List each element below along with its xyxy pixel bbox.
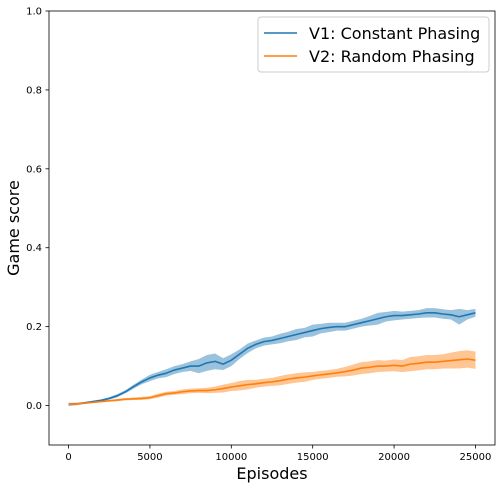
legend-entry-v2: V2: Random Phasing — [309, 47, 475, 66]
y-axis-label: Game score — [4, 180, 23, 276]
x-tick-label: 10000 — [215, 452, 247, 463]
x-tick-label: 5000 — [137, 452, 162, 463]
series-band-2 — [68, 350, 476, 406]
x-tick-label: 25000 — [460, 452, 492, 463]
series-line-1 — [68, 312, 476, 406]
legend-box — [257, 16, 490, 73]
plot-frame — [48, 10, 496, 446]
y-tick-label: 0.6 — [26, 164, 42, 175]
y-axis-ticks: 0.0 0.2 0.4 0.6 0.8 1.0 — [26, 7, 49, 412]
legend-entry-v1: V1: Constant Phasing — [309, 24, 480, 43]
x-tick-label: 15000 — [297, 452, 329, 463]
y-tick-label: 0.2 — [26, 322, 42, 333]
series-line-2 — [68, 358, 476, 406]
x-tick-label: 0 — [65, 452, 71, 463]
y-tick-label: 0.8 — [26, 85, 42, 96]
y-tick-label: 1.0 — [26, 7, 42, 18]
y-tick-label: 0.0 — [26, 401, 42, 412]
series-lines — [68, 312, 476, 406]
x-axis-ticks: 0 5000 10000 15000 20000 25000 — [65, 445, 491, 463]
y-tick-label: 0.4 — [26, 243, 42, 254]
confidence-bands — [68, 308, 476, 406]
x-tick-label: 20000 — [378, 452, 410, 463]
legend: V1: Constant Phasing V2: Random Phasing — [257, 16, 490, 73]
x-axis-label: Episodes — [236, 464, 307, 483]
